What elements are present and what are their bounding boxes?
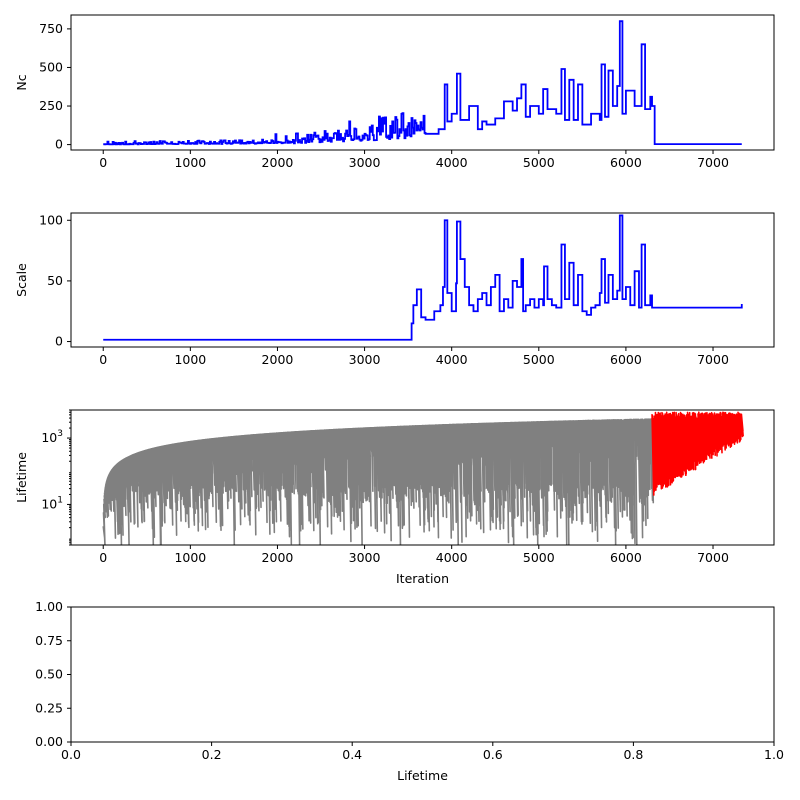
- x-tick-label: 4000: [436, 550, 468, 565]
- x-tick-label: 0: [99, 352, 107, 367]
- x-tick-label: 6000: [610, 155, 642, 170]
- y-tick-label: 0: [55, 334, 63, 349]
- y-tick-label: 250: [39, 98, 63, 113]
- x-tick-label: 0.0: [61, 747, 81, 762]
- lifetime-histogram-panel: 0.0 0.2 0.4 0.6 0.8 1.0 0.000.250.500.751.00 …: [35, 599, 784, 783]
- x-tick-label: 0.4: [342, 747, 362, 762]
- x-tick-label: 1.0: [764, 747, 784, 762]
- nc-series: [103, 20, 742, 146]
- lifetime-series-line: [651, 411, 744, 496]
- y-tick-label: 101: [41, 495, 63, 511]
- scale-axes-frame: [70, 212, 775, 348]
- x-tick-label: 3000: [349, 155, 381, 170]
- y-tick-label: 0: [55, 137, 63, 152]
- x-tick-label: 4000: [436, 155, 468, 170]
- x-tick-label: 2000: [262, 352, 294, 367]
- series-line: [103, 214, 743, 341]
- lifetime-axes-frame: [70, 409, 775, 546]
- scale-chart-panel: 0 1000 2000 3000 4000 5000 6000 7000 0 50 100 Sca…: [14, 212, 775, 367]
- x-tick-label: 6000: [610, 550, 642, 565]
- nc-axes-frame: [70, 14, 775, 151]
- x-tick-label: 0.2: [202, 747, 222, 762]
- y-tick-label: 500: [39, 59, 63, 74]
- lifetime-y-axis-label: Lifetime: [14, 452, 29, 503]
- lifetime-x-axis-label: Iteration: [396, 571, 449, 586]
- lifetime-x-ticks: 0 1000 2000 3000 4000 5000 6000 7000: [99, 545, 729, 565]
- y-tick-base: 10: [41, 430, 57, 445]
- y-tick-label: 100: [39, 212, 63, 227]
- x-tick-label: 0: [99, 155, 107, 170]
- lifetime-series: [102, 411, 744, 545]
- x-tick-label: 0: [99, 550, 107, 565]
- scale-y-axis-label: Scale: [14, 263, 29, 297]
- series-line: [103, 20, 742, 146]
- nc-y-ticks: 0 250 500 750: [39, 21, 71, 152]
- y-tick-exponent: 3: [57, 429, 63, 439]
- x-tick-label: 1000: [174, 155, 206, 170]
- y-tick-label: 103: [41, 429, 63, 445]
- x-tick-label: 4000: [436, 352, 468, 367]
- nc-chart-panel: 0 1000 2000 3000 4000 5000 6000 7000 0 250 500 750…: [14, 14, 775, 170]
- scale-series: [103, 214, 743, 341]
- histogram-axes-frame: [70, 606, 775, 743]
- x-tick-label: 7000: [697, 352, 729, 367]
- x-tick-label: 6000: [610, 352, 642, 367]
- x-tick-label: 3000: [349, 352, 381, 367]
- y-tick-label: 750: [39, 21, 63, 36]
- y-tick-label: 50: [47, 273, 63, 288]
- x-tick-label: 2000: [262, 155, 294, 170]
- y-tick-exponent: 1: [57, 495, 63, 505]
- x-tick-label: 0.6: [483, 747, 503, 762]
- x-tick-label: 5000: [523, 155, 555, 170]
- x-tick-label: 3000: [349, 550, 381, 565]
- scale-y-ticks: 0 50 100: [39, 212, 71, 349]
- x-tick-label: 7000: [697, 550, 729, 565]
- x-tick-label: 7000: [697, 155, 729, 170]
- x-tick-label: 1000: [174, 352, 206, 367]
- y-tick-label: 1.00: [35, 599, 63, 614]
- scale-x-ticks: 0 1000 2000 3000 4000 5000 6000 7000: [99, 347, 729, 367]
- x-tick-label: 5000: [523, 550, 555, 565]
- nc-x-ticks: 0 1000 2000 3000 4000 5000 6000 7000: [99, 150, 729, 170]
- x-tick-label: 2000: [262, 550, 294, 565]
- nc-y-axis-label: Nc: [14, 74, 29, 90]
- y-tick-label: 0.00: [35, 734, 63, 749]
- histogram-x-axis-label: Lifetime: [397, 768, 448, 783]
- x-tick-label: 1000: [174, 550, 206, 565]
- lifetime-series-line: [102, 418, 655, 545]
- y-tick-label: 0.75: [35, 633, 63, 648]
- x-tick-label: 0.8: [623, 747, 643, 762]
- y-tick-label: 0.50: [35, 667, 63, 682]
- y-tick-label: 0.25: [35, 700, 63, 715]
- y-tick-base: 10: [41, 496, 57, 511]
- histogram-y-ticks: 0.00 0.25 0.50 0.75 1.00: [35, 599, 71, 749]
- histogram-x-ticks: 0.0 0.2 0.4 0.6 0.8 1.0: [61, 742, 784, 762]
- x-tick-label: 5000: [523, 352, 555, 367]
